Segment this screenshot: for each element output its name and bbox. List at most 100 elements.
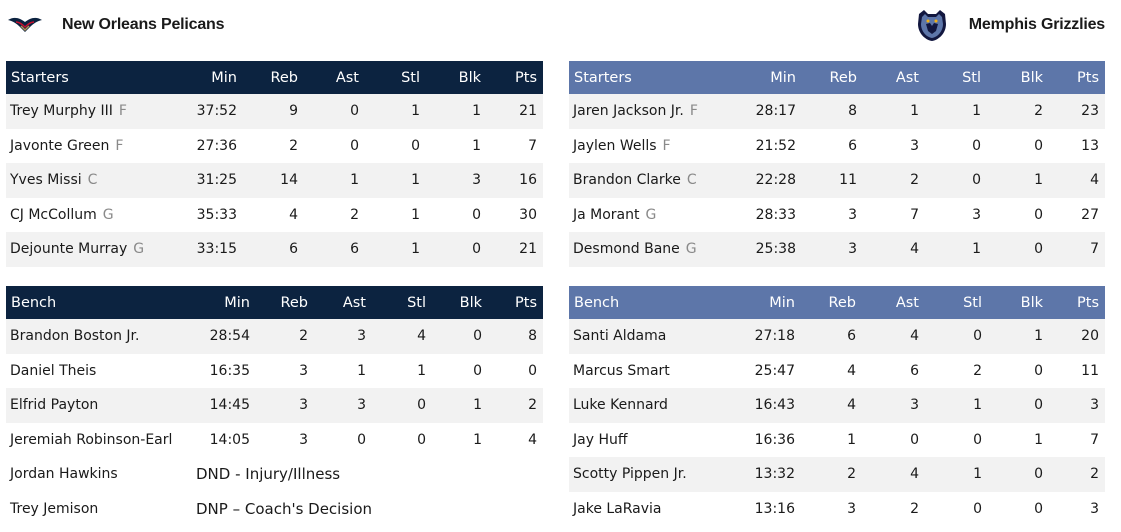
stat-ast: 3	[910, 137, 919, 154]
column-header: Bench	[11, 294, 57, 311]
home-team-header: New Orleans Pelicans	[6, 6, 225, 44]
stat-ast: 1	[910, 103, 919, 120]
stat-stl: 0	[417, 397, 426, 414]
table-row: Marcus Smart 25:47 4 6 2 0 11	[569, 353, 1105, 389]
column-header: Pts	[515, 294, 537, 311]
home-team-name[interactable]: New Orleans Pelicans	[62, 16, 225, 33]
stat-stl: 1	[411, 103, 420, 120]
stat-blk: 0	[472, 206, 481, 223]
player-name-link[interactable]: Desmond Bane	[573, 241, 680, 258]
stat-reb: 8	[848, 103, 857, 120]
player-name-link[interactable]: Jake LaRavia	[573, 500, 662, 517]
player-name-link[interactable]: Jay Huff	[573, 431, 628, 448]
column-header: Min	[211, 69, 237, 86]
stat-ast: 4	[910, 466, 919, 483]
player-name-link[interactable]: Jaren Jackson Jr.	[573, 103, 684, 120]
player-name-link[interactable]: Trey Jemison	[10, 500, 99, 517]
stat-stl: 3	[972, 206, 981, 223]
stat-pts: 3	[1090, 397, 1099, 414]
player-name-link[interactable]: Trey Murphy III	[10, 103, 113, 120]
stat-blk: 0	[1034, 206, 1043, 223]
stat-blk: 1	[472, 137, 481, 154]
table-row: Jeremiah Robinson-Earl 14:05 3 0 0 1 4	[6, 422, 543, 457]
column-header: Blk	[458, 69, 481, 86]
away-team-header: Memphis Grizzlies	[913, 6, 1105, 44]
column-header: Starters	[11, 69, 69, 86]
table-row: Jaren Jackson Jr. F 28:17 8 1 1 2 23	[569, 94, 1105, 129]
player-name-link[interactable]: CJ McCollum	[10, 206, 97, 223]
column-header: Reb	[280, 294, 308, 311]
stat-ast: 4	[910, 241, 919, 258]
player-cell: Brandon Boston Jr.	[6, 319, 196, 354]
player-cell: Jordan Hawkins	[6, 457, 196, 492]
stat-blk: 0	[1034, 466, 1043, 483]
player-name-link[interactable]: Ja Morant	[573, 206, 640, 223]
player-name-link[interactable]: Daniel Theis	[10, 362, 97, 379]
table-row: CJ McCollum G 35:33 4 2 1 0 30	[6, 197, 543, 233]
stat-pts: 4	[1090, 172, 1099, 189]
table-row: Daniel Theis 16:35 3 1 1 0 0	[6, 353, 543, 388]
column-header: Stl	[962, 69, 981, 86]
stat-ast: 1	[350, 172, 359, 189]
column-header: Blk	[1020, 69, 1043, 86]
stat-stl: 0	[972, 172, 981, 189]
stat-pts: 23	[1081, 103, 1099, 120]
stat-blk: 0	[472, 241, 481, 258]
stat-stl: 1	[417, 362, 426, 379]
dnp-status: DNP – Coach's Decision	[196, 499, 373, 518]
player-position: F	[118, 103, 127, 120]
player-name-link[interactable]: Jeremiah Robinson-Earl	[10, 431, 173, 448]
away-team-name[interactable]: Memphis Grizzlies	[968, 16, 1105, 33]
stat-stl: 2	[973, 362, 982, 379]
player-name-link[interactable]: Dejounte Murray	[10, 241, 128, 258]
player-name-link[interactable]: Elfrid Payton	[10, 397, 99, 414]
stat-reb: 6	[847, 328, 856, 345]
player-name-link[interactable]: Santi Aldama	[573, 328, 667, 345]
stat-reb: 3	[299, 362, 308, 379]
stat-stl: 1	[972, 103, 981, 120]
player-name-link[interactable]: Jaylen Wells	[573, 137, 657, 154]
stat-min: 35:33	[196, 206, 237, 223]
column-header: Stl	[401, 69, 420, 86]
home-bench-table: Bench Min Reb Ast Stl Blk Pts Brandon Bo…	[6, 286, 543, 526]
stat-pts: 7	[1090, 431, 1099, 448]
stat-blk: 3	[472, 172, 481, 189]
player-name-link[interactable]: Luke Kennard	[573, 397, 668, 414]
stat-ast: 0	[357, 431, 366, 448]
player-name-link[interactable]: Marcus Smart	[573, 362, 670, 379]
player-name-link[interactable]: Javonte Green	[10, 137, 110, 154]
player-name-link[interactable]: Jordan Hawkins	[10, 466, 118, 483]
home-starters-table: Starters Min Reb Ast Stl Blk Pts Trey Mu…	[6, 61, 543, 267]
stat-min: 21:52	[755, 137, 796, 154]
table-row: Yves Missi C 31:25 14 1 1 3 16	[6, 163, 543, 198]
stat-pts: 13	[1081, 137, 1099, 154]
stat-ast: 4	[910, 328, 919, 345]
player-name-link[interactable]: Brandon Boston Jr.	[10, 328, 140, 345]
column-header: Ast	[342, 294, 366, 311]
stat-blk: 0	[1034, 137, 1043, 154]
stat-stl: 0	[411, 137, 420, 154]
stat-ast: 3	[357, 397, 366, 414]
stat-blk: 0	[473, 328, 482, 345]
stat-pts: 20	[1081, 328, 1099, 345]
player-name-link[interactable]: Brandon Clarke	[573, 172, 681, 189]
stat-pts: 0	[528, 362, 537, 379]
table-header-row: Bench Min Reb Ast Stl Blk Pts	[6, 286, 543, 319]
column-header: Pts	[1077, 294, 1099, 311]
stat-blk: 0	[1034, 397, 1043, 414]
stat-ast: 0	[350, 103, 359, 120]
player-cell: CJ McCollum G	[6, 198, 184, 233]
stat-pts: 3	[1090, 500, 1099, 517]
player-cell: Marcus Smart	[569, 354, 739, 389]
stat-min: 28:54	[209, 328, 250, 345]
stat-min: 13:32	[754, 466, 795, 483]
stat-reb: 14	[280, 172, 298, 189]
player-name-link[interactable]: Yves Missi	[10, 172, 82, 189]
column-header: Blk	[1020, 294, 1043, 311]
player-name-link[interactable]: Scotty Pippen Jr.	[573, 466, 687, 483]
player-cell: Jake LaRavia	[569, 492, 739, 527]
dnp-row: Trey Jemison DNP – Coach's Decision	[6, 491, 543, 526]
stat-min: 16:43	[754, 397, 795, 414]
column-header: Starters	[574, 69, 632, 86]
player-cell: Jay Huff	[569, 423, 739, 458]
